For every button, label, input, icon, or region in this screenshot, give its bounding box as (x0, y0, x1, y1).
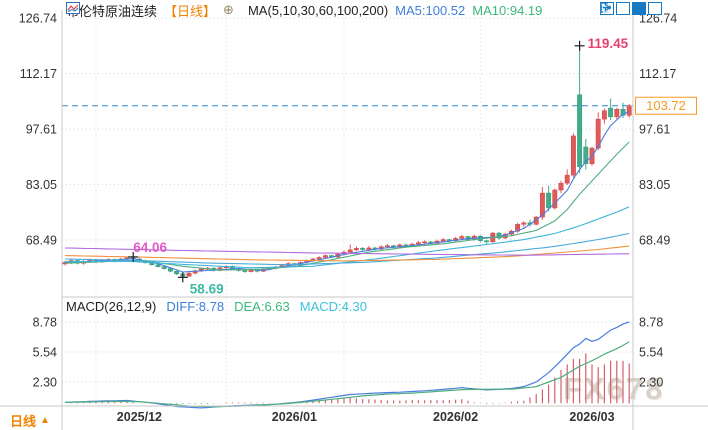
price-annotation: 64.06 (133, 240, 167, 255)
ma-params-label: MA(5,10,30,60,100,200) (247, 2, 389, 18)
price-axis-label: 112.17 (20, 67, 57, 81)
candle-body (620, 108, 626, 116)
candle-body (558, 182, 564, 191)
price-annotation: 119.45 (588, 36, 629, 51)
macd-axis-label: 2.30 (33, 376, 57, 390)
scale-chart-icon[interactable] (600, 2, 646, 15)
candle-body (174, 270, 180, 275)
price-axis-label: 68.49 (26, 234, 57, 248)
candle-body (440, 239, 446, 242)
ma5-value: MA5:100.52 (395, 2, 466, 18)
macd-diff-line (64, 321, 630, 409)
candle-body (484, 240, 490, 243)
ma-line-ma60 (64, 232, 630, 266)
candle-body (626, 105, 632, 116)
candle-body (167, 268, 173, 272)
price-axis-label: 97.61 (639, 123, 670, 137)
month-label: 2026/01 (272, 410, 317, 424)
macd-axis-label: 5.54 (33, 346, 57, 360)
month-label: 2026/02 (433, 410, 478, 424)
chart-toolbar (600, 2, 662, 15)
macd-axis-label: 2.30 (639, 376, 663, 390)
ma-line-ma5 (64, 110, 630, 273)
interval-tag: 【日线】 (164, 3, 217, 19)
candle-body (242, 270, 248, 272)
price-axis-label: 97.61 (26, 123, 57, 137)
candle-body (521, 222, 527, 225)
ma-line-ma100 (64, 245, 630, 262)
price-axis-label: 83.05 (639, 178, 670, 192)
macd-diff-value: DIFF:8.78 (166, 298, 225, 314)
candle-body (459, 236, 465, 239)
candle-body (564, 174, 570, 184)
interval-label: 日线 (10, 414, 37, 429)
candle-body (614, 108, 620, 118)
macd-axis-label: 8.78 (639, 316, 663, 330)
triangle-up-icon: ▲ (40, 415, 50, 426)
candle-body (595, 118, 601, 149)
candle-body (546, 192, 552, 209)
candle-body (601, 110, 607, 120)
symbol-name: 布伦特原油连续 (66, 3, 158, 19)
month-label: 2026/03 (569, 410, 614, 424)
candle-body (384, 245, 390, 248)
ma-line-ma200 (64, 247, 630, 256)
candle-body (515, 224, 521, 232)
candle-body (366, 247, 372, 250)
candle-body (422, 241, 428, 244)
macd-axis-label: 8.78 (33, 316, 57, 330)
ma-line-ma30 (64, 206, 630, 269)
candle-body (577, 94, 583, 168)
candle-body (415, 242, 421, 245)
candle-body (322, 255, 328, 258)
ma10-value: MA10:94.19 (472, 2, 543, 18)
month-label: 2025/12 (117, 410, 162, 424)
macd-axis-label: 5.54 (639, 346, 663, 360)
macd-header: MACD(26,12,9) DIFF:8.78 DEA:6.63 MACD:4.… (66, 298, 367, 314)
current-price-tag-text: 103.72 (646, 98, 686, 113)
candle-body (552, 189, 558, 209)
price-axis-label: 83.05 (26, 178, 57, 192)
candle-body (360, 248, 366, 250)
candle-body (161, 266, 167, 269)
candle-body (570, 135, 576, 176)
candle-body (608, 107, 614, 118)
candle-body (186, 272, 192, 277)
macd-dea-line (64, 341, 630, 408)
price-axis-label: 112.17 (639, 67, 676, 81)
price-axis-label: 126.74 (19, 12, 57, 26)
price-axis-label: 68.49 (639, 234, 670, 248)
macd-macd-value: MACD:4.30 (299, 298, 367, 314)
candle-body (583, 146, 589, 164)
macd-dea-value: DEA:6.63 (234, 298, 290, 314)
price-annotation: 58.69 (190, 281, 224, 296)
candle-body (316, 257, 322, 260)
candle-body (155, 264, 161, 267)
current-price-tag (635, 96, 697, 115)
add-indicator-icon[interactable]: ⊕ (223, 2, 234, 17)
fit-chart-icon[interactable] (600, 2, 630, 15)
candle-body (539, 192, 545, 218)
macd-params-label: MACD(26,12,9) (66, 298, 157, 314)
price-axis-label: 126.74 (639, 12, 677, 26)
chart-header: 布伦特原油连续 【日线】 ⊕ MA(5,10,30,60,100,200) MA… (66, 2, 543, 19)
candle-body (347, 249, 353, 253)
candle-body (353, 248, 359, 251)
interval-selector[interactable]: 日线 ▲ (10, 411, 50, 430)
jump-latest-icon[interactable] (600, 2, 662, 15)
